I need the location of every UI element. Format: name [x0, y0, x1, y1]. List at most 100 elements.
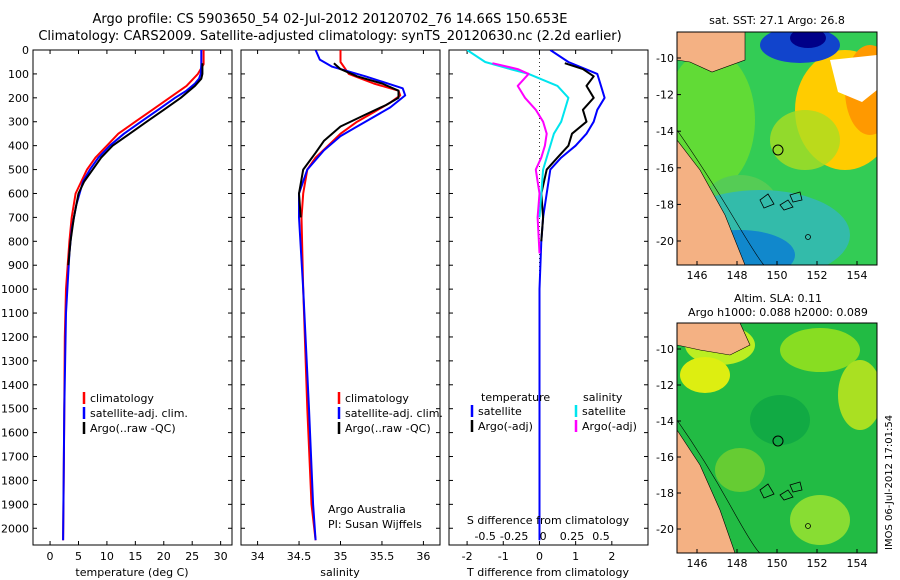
sla-map-title-line2: Argo h1000: 0.088 h2000: 0.089 [688, 306, 868, 319]
map-lat-label: -18 [656, 198, 674, 211]
s-diff-tick-label: 0 [540, 530, 547, 543]
depth-tick-label: 200 [8, 92, 29, 105]
series-s-argo [492, 62, 548, 254]
x-tick-label: 2 [608, 550, 615, 563]
legend-satellite: satellite-adj. clim. [90, 407, 188, 420]
legend-climatology: climatology [345, 392, 409, 405]
land-png [677, 32, 746, 73]
temperature-x-axis: 0 5 10 15 20 25 30 [47, 50, 228, 563]
depth-tick-label: 800 [8, 235, 29, 248]
salinity-series [298, 50, 407, 541]
map-lon-label: 150 [767, 557, 788, 570]
depth-tick-label: 1000 [1, 283, 29, 296]
temperature-legend: climatology satellite-adj. clim. Argo(..… [82, 392, 188, 435]
depth-tick-label: 2000 [1, 522, 29, 535]
x-tick-label: 25 [185, 550, 199, 563]
depth-tick-label: 1200 [1, 331, 29, 344]
depth-tick-label: 600 [8, 187, 29, 200]
s-diff-tick-label: 0.25 [560, 530, 585, 543]
sst-map-title: sat. SST: 27.1 Argo: 26.8 [709, 14, 845, 27]
series-climatology [300, 50, 402, 541]
argo-location-marker [772, 144, 784, 156]
x-tick-label: 10 [100, 550, 114, 563]
annotation-pi: PI: Susan Wijffels [328, 518, 422, 531]
map-lon-label: 146 [687, 557, 708, 570]
depth-tick-label: 100 [8, 68, 29, 81]
sla-map-axes: 146 148 150 152 154 -10 -12 -14 -16 -18 -20 [656, 343, 867, 570]
series-argo [67, 63, 204, 266]
legend-s-argo: Argo(-adj) [582, 420, 637, 433]
difference-y-ticks [449, 49, 648, 529]
x-tick-label: 1 [572, 550, 579, 563]
x-tick-label: 35.5 [370, 550, 395, 563]
depth-axis: 0 100 200 300 400 500 600 700 800 900 1000 1100 1200… [1, 44, 232, 535]
x-tick-label: 36 [416, 550, 430, 563]
footer-stamp: IMOS 06-Jul-2012 17:01:54 [884, 414, 895, 550]
s-diff-tick-label: -0.25 [500, 530, 528, 543]
map-lon-label: 150 [767, 269, 788, 282]
legend-t-satellite: satellite [478, 405, 522, 418]
depth-tick-label: 0 [22, 44, 29, 57]
sla-map-title-line1: Altim. SLA: 0.11 [734, 292, 822, 305]
s-diff-tick-label: -0.5 [474, 530, 495, 543]
legend-t-argo: Argo(-adj) [478, 420, 533, 433]
legend-satellite: satellite-adj. clim. [345, 407, 443, 420]
legend-temperature-heading: temperature [481, 391, 550, 404]
difference-legend: temperature salinity satellite Argo(-adj… [470, 391, 637, 433]
map-lat-label: -12 [656, 89, 674, 102]
x-tick-label: 15 [128, 550, 142, 563]
depth-tick-label: 1700 [1, 451, 29, 464]
s-diff-tick-label: 0.5 [592, 530, 610, 543]
x-tick-label: 35 [334, 550, 348, 563]
series-s-satellite [466, 50, 570, 218]
depth-tick-label: 300 [8, 116, 29, 129]
salinity-axes-frame [240, 49, 441, 546]
difference-axes-frame [448, 49, 649, 546]
sst-map: sat. SST: 27.1 Argo: 26.8 146 148 150 152 15… [656, 14, 878, 282]
salinity-xlabel: salinity [320, 566, 360, 579]
depth-tick-label: 1900 [1, 498, 29, 511]
map-lat-label: -14 [656, 415, 674, 428]
map-lon-label: 148 [727, 269, 748, 282]
difference-panel: -2 -1 0 1 2 S difference from climatology -0… [448, 49, 649, 579]
temperature-xlabel: temperature (deg C) [75, 566, 188, 579]
temperature-axes-frame [32, 49, 233, 546]
legend-argo: Argo(..raw -QC) [90, 422, 176, 435]
depth-tick-label: 1800 [1, 474, 29, 487]
temperature-panel: 0100200300400500600700800900100011001200… [1, 44, 233, 579]
series-climatology [62, 50, 205, 541]
salinity-y-ticks [241, 49, 440, 529]
map-lat-label: -10 [656, 52, 674, 65]
t-diff-axis-label: T difference from climatology [466, 566, 629, 579]
s-diff-tick-labels: -0.5 -0.25 0 0.25 0.5 [474, 530, 609, 543]
map-lat-label: -20 [656, 235, 674, 248]
depth-tick-label: 1100 [1, 307, 29, 320]
x-tick-label: 0 [536, 550, 543, 563]
map-lon-label: 152 [807, 557, 828, 570]
x-tick-label: 5 [75, 550, 82, 563]
figure-title-line1: Argo profile: CS 5903650_54 02-Jul-2012 … [92, 12, 568, 27]
argo-location-marker-2 [772, 435, 784, 447]
legend-argo: Argo(..raw -QC) [345, 422, 431, 435]
map-lon-label: 152 [807, 269, 828, 282]
x-tick-label: 34.5 [287, 550, 312, 563]
salinity-x-axis: 34 34.5 35 35.5 36 [251, 50, 430, 563]
temperature-series [62, 50, 205, 541]
legend-s-satellite: satellite [582, 405, 626, 418]
sst-map-axes: 146 148 150 152 154 -10 -12 -14 -16 -18 -20 [656, 52, 867, 282]
series-satellite [298, 50, 407, 541]
map-lon-label: 154 [847, 557, 868, 570]
land-png-2 [677, 323, 751, 356]
map-lat-label: -16 [656, 451, 674, 464]
s-diff-axis-label: S difference from climatology [467, 514, 630, 527]
depth-tick-label: 700 [8, 211, 29, 224]
annotation-argo-australia: Argo Australia [328, 503, 406, 516]
map-lat-label: -20 [656, 523, 674, 536]
difference-series [466, 50, 606, 545]
salinity-legend: climatology satellite-adj. clim. Argo(..… [337, 392, 443, 435]
land-australia [677, 139, 746, 265]
map-lon-label: 146 [687, 269, 708, 282]
salinity-panel: 34 34.5 35 35.5 36 salinity climatology sate… [240, 49, 443, 579]
depth-tick-label: 1300 [1, 355, 29, 368]
depth-tick-label: 400 [8, 140, 29, 153]
